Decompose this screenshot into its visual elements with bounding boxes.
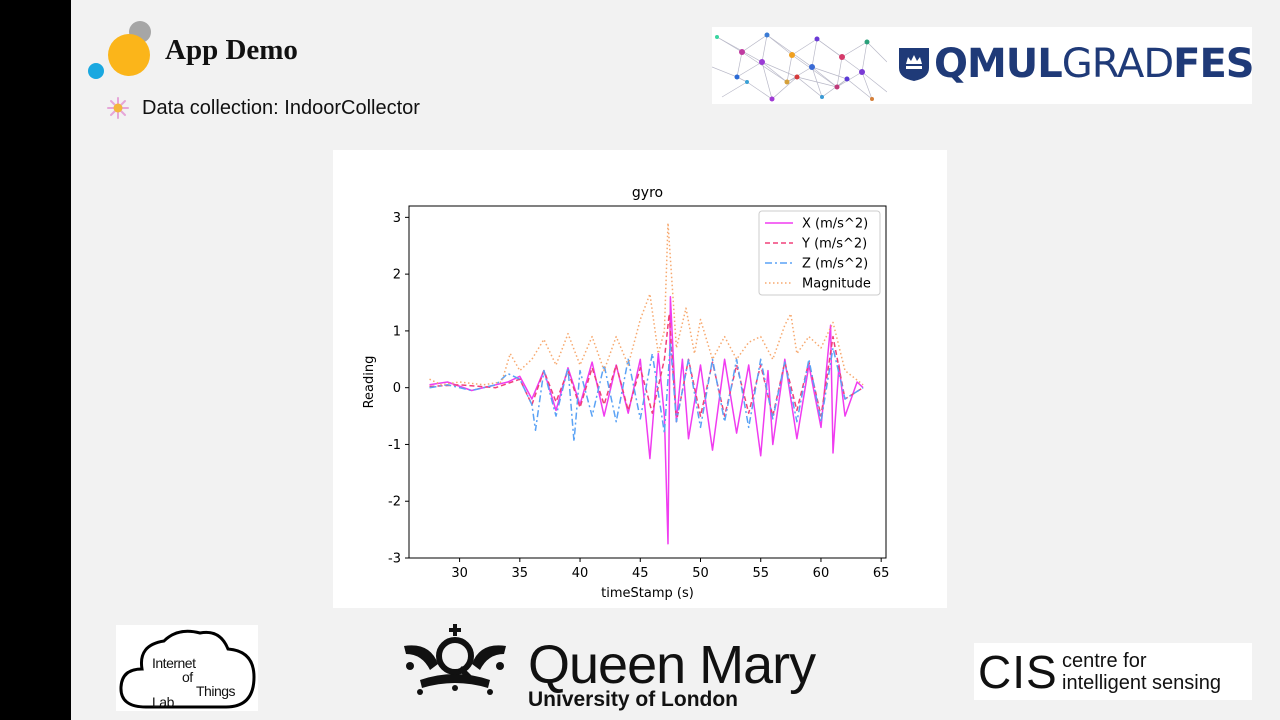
title-dots-icon xyxy=(88,21,151,79)
legend-label: Y (m/s^2) xyxy=(801,237,867,252)
gyro-chart-panel: 30 35 40 45 50 55 60 65 -3 -2 -1 0 1 2 3 gyro timeStam… xyxy=(333,150,947,608)
x-tick-label: 30 xyxy=(451,566,468,581)
y-tick-label: 2 xyxy=(393,268,401,283)
series-line-2 xyxy=(429,313,864,423)
iot-text-internet: Internet xyxy=(152,655,196,671)
cis-subtitle-line1: centre for xyxy=(1062,650,1147,672)
x-tick-label: 60 xyxy=(813,566,830,581)
queen-mary-crown-icon xyxy=(404,624,506,695)
series-line-3 xyxy=(429,341,864,443)
y-tick-label: -3 xyxy=(388,552,401,567)
bullet-text: Data collection: IndoorCollector xyxy=(142,97,420,119)
qmul-gradfest-logo: QMULGRADFEST xyxy=(712,27,1252,104)
series-line-4 xyxy=(429,222,864,386)
cis-subtitle-line2: intelligent sensing xyxy=(1062,672,1221,694)
gradfest-word-qmul: QMUL xyxy=(934,41,1063,87)
left-sidebar-bar xyxy=(0,0,71,720)
queen-mary-wordmark: Queen Mary xyxy=(528,635,816,695)
y-axis-label: Reading xyxy=(362,356,377,409)
gyro-chart: 30 35 40 45 50 55 60 65 -3 -2 -1 0 1 2 3 gyro timeStam… xyxy=(362,185,889,601)
university-of-london-text: University of London xyxy=(528,688,738,711)
cis-logo: CIS centre for intelligent sensing xyxy=(974,643,1252,700)
network-graphic-icon xyxy=(712,32,887,102)
gradfest-wordmark: QMULGRADFEST xyxy=(934,41,1252,87)
y-tick-label: -1 xyxy=(388,438,401,453)
cis-wordmark: CIS xyxy=(978,646,1058,698)
iot-lab-logo: Internet of Things Lab xyxy=(116,625,258,711)
x-tick-label: 65 xyxy=(873,566,890,581)
x-tick-label: 50 xyxy=(692,566,709,581)
y-tick-label: -2 xyxy=(388,495,401,510)
gradfest-word-fest: FEST xyxy=(1173,41,1252,87)
chart-legend: X (m/s^2) Y (m/s^2) Z (m/s^2) Magnitude xyxy=(758,210,881,296)
iot-text-lab: Lab xyxy=(152,694,174,710)
x-tick-label: 55 xyxy=(752,566,769,581)
series-layer xyxy=(429,222,864,545)
slide-title: App Demo xyxy=(165,34,298,66)
legend-label: Z (m/s^2) xyxy=(802,257,868,272)
crown-shield-icon xyxy=(899,48,929,81)
cloud-icon xyxy=(119,629,256,709)
x-tick-label: 45 xyxy=(632,566,649,581)
iot-text-things: Things xyxy=(196,683,236,699)
series-line-1 xyxy=(429,296,864,545)
legend-label: X (m/s^2) xyxy=(802,217,868,232)
x-tick-label: 35 xyxy=(512,566,529,581)
x-axis-label: timeStamp (s) xyxy=(601,586,694,601)
queen-mary-logo: Queen Mary University of London xyxy=(400,622,840,717)
iot-text-of: of xyxy=(182,669,193,685)
cis-subtitle: centre for intelligent sensing xyxy=(1062,650,1221,694)
gradfest-word-grad: GRAD xyxy=(1061,41,1174,87)
x-tick-label: 40 xyxy=(572,566,589,581)
chart-title: gyro xyxy=(632,185,663,201)
legend-label: Magnitude xyxy=(802,277,871,292)
legend-box xyxy=(758,210,881,296)
axis-layer: 30 35 40 45 50 55 60 65 -3 -2 -1 0 1 2 3 xyxy=(388,211,889,581)
sparkle-bullet-icon xyxy=(107,97,129,119)
y-tick-label: 1 xyxy=(393,324,401,339)
y-tick-label: 3 xyxy=(393,211,401,226)
y-tick-label: 0 xyxy=(393,381,401,396)
